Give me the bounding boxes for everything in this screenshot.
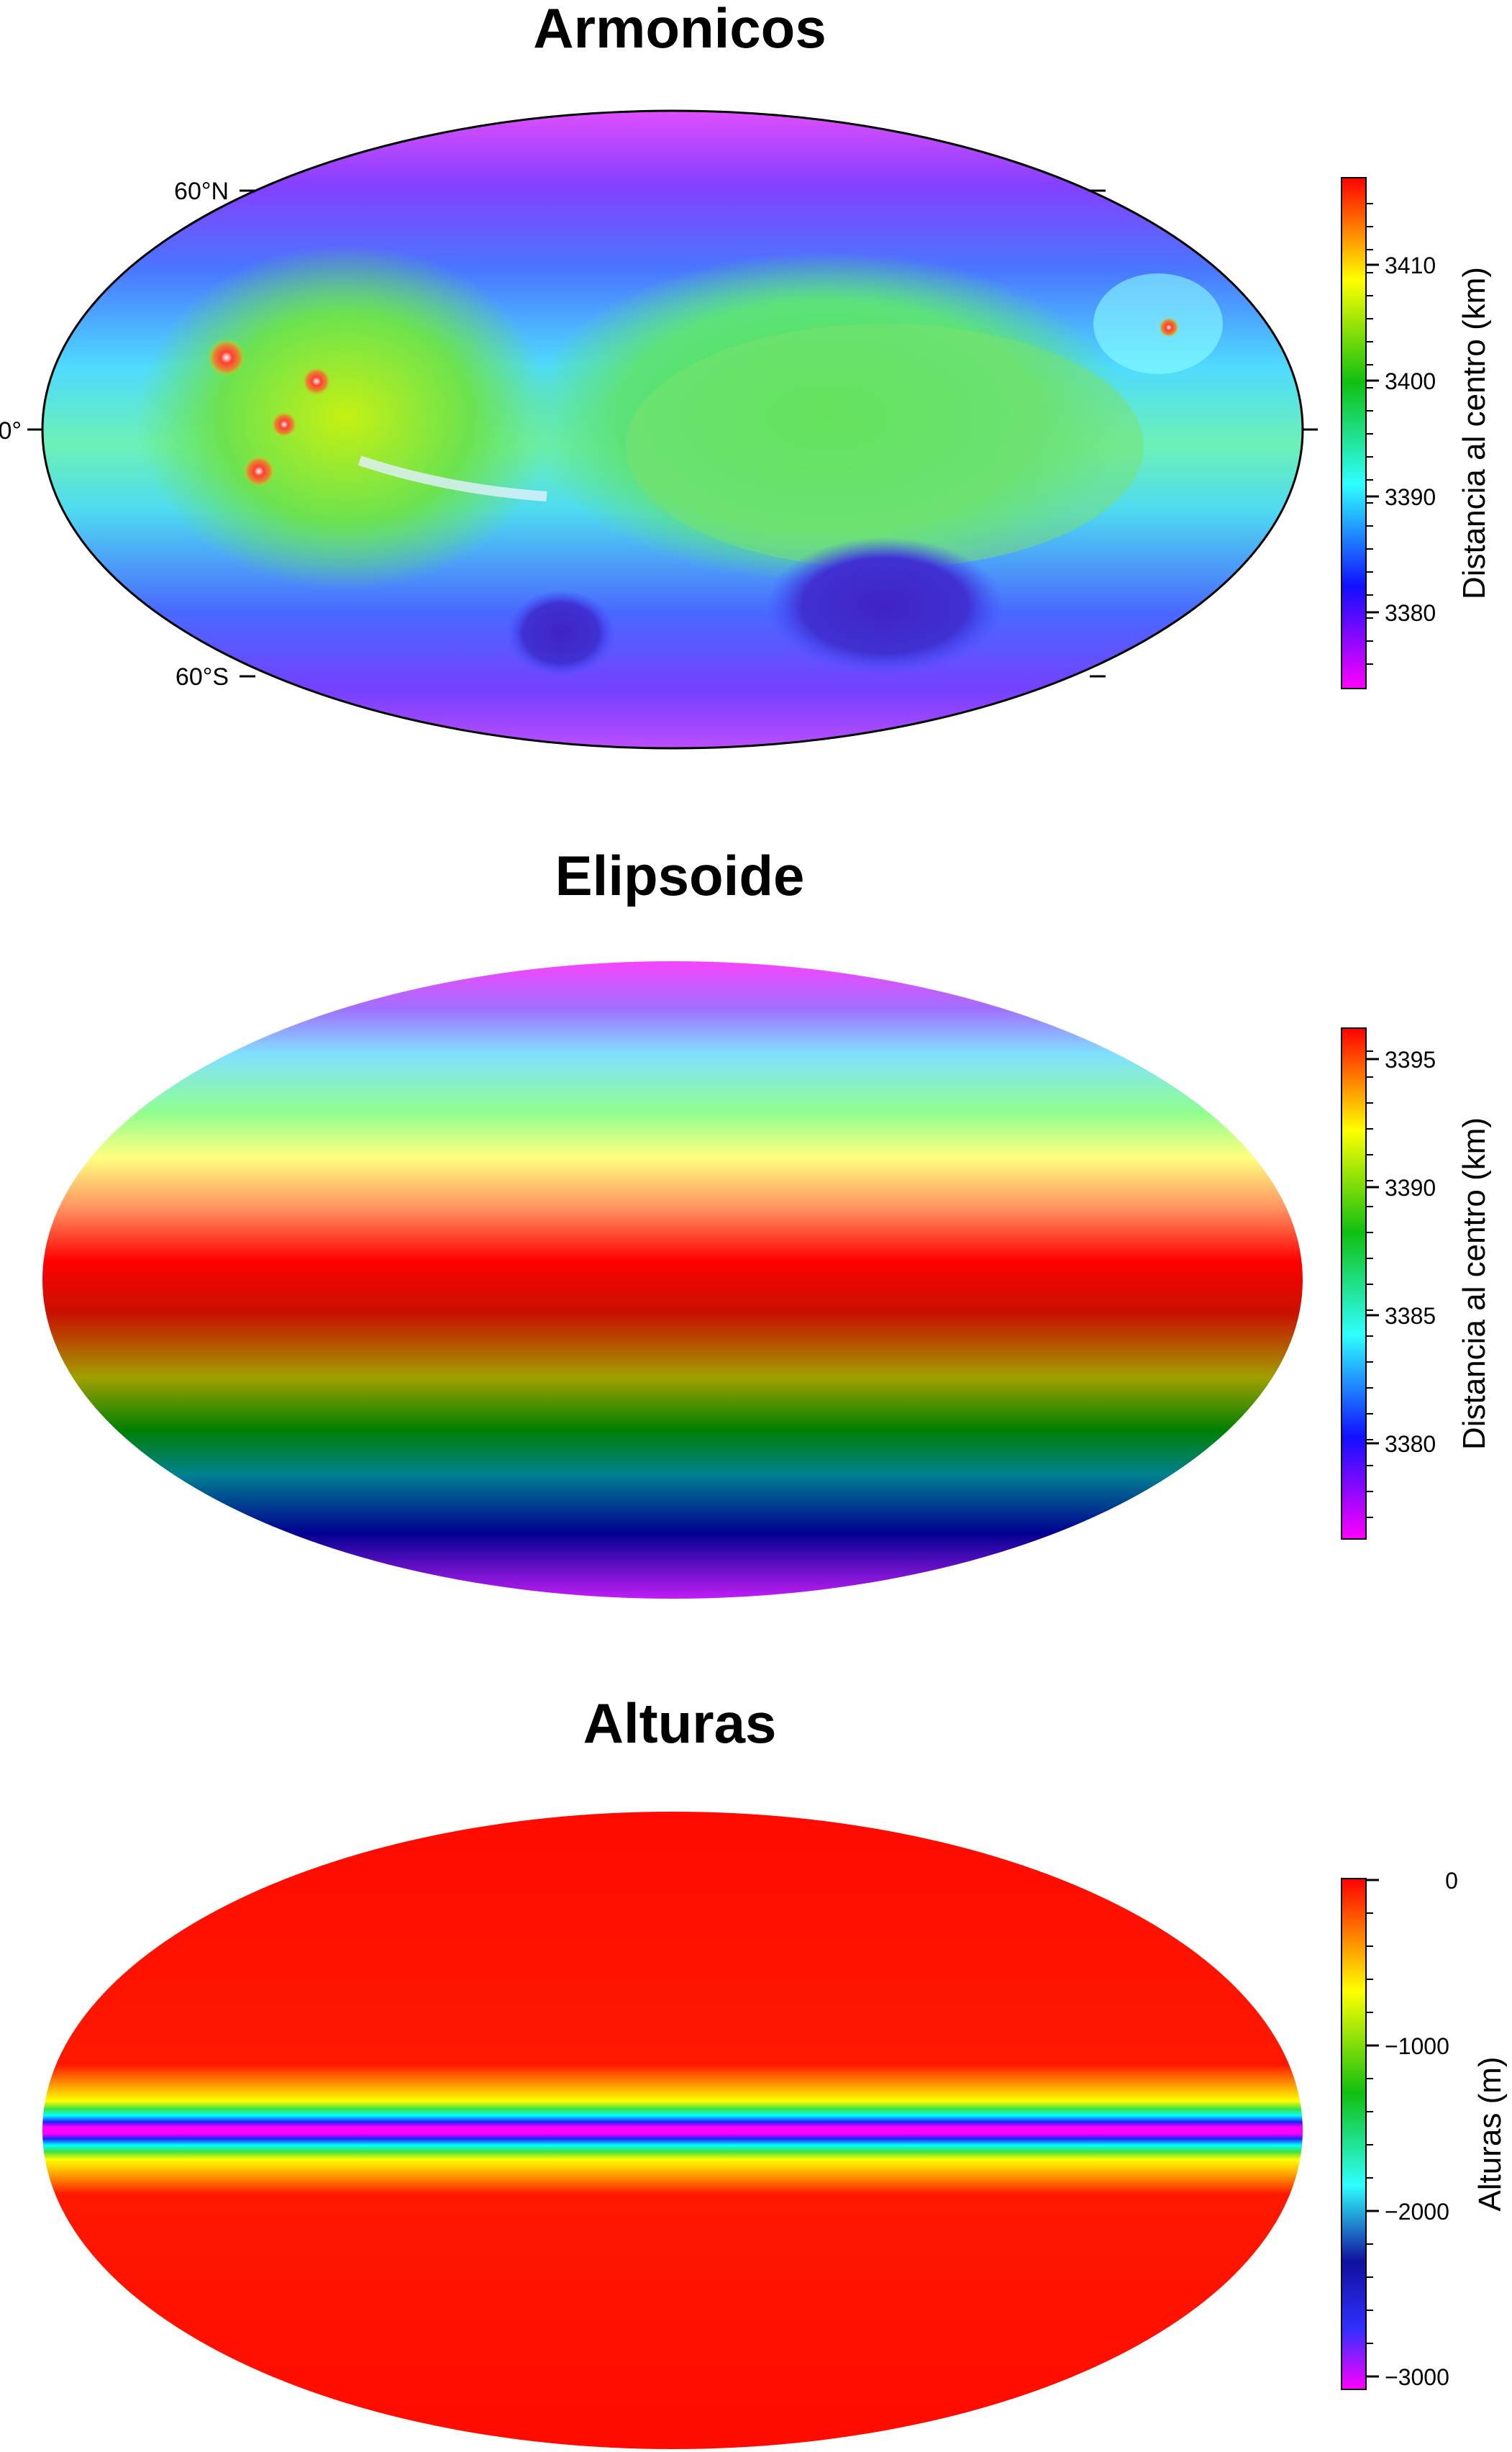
colorbar-1-minor-ticks xyxy=(1366,203,1373,665)
colorbar-elipsoide: 3395 3390 3385 3380 Distancia al centro … xyxy=(1341,1027,1492,1540)
colorbar-2-minor-ticks xyxy=(1366,1050,1373,1518)
panel-title-elipsoide: Elipsoide xyxy=(555,844,805,907)
colorbar-1-tick: 3410 xyxy=(1385,253,1436,278)
colorbar-3-minor-ticks xyxy=(1366,1912,1373,2344)
map-elipsoide xyxy=(42,961,1303,1599)
colorbar-2-label: Distancia al centro (km) xyxy=(1457,1117,1492,1450)
colorbar-3-tick: −1000 xyxy=(1385,2033,1449,2059)
colorbar-2-tick: 3380 xyxy=(1385,1431,1436,1457)
colorbar-2-tick: 3395 xyxy=(1385,1047,1436,1073)
colorbar-3-tick: −3000 xyxy=(1385,2364,1449,2390)
colorbar-1-label: Distancia al centro (km) xyxy=(1457,267,1492,599)
colorbar-2-tick: 3385 xyxy=(1385,1303,1436,1329)
colorbar-1-tick: 3390 xyxy=(1385,484,1436,510)
colorbar-alturas: 0 −1000 −2000 −3000 Alturas (m) xyxy=(1341,1868,1508,2390)
panel-title-alturas: Alturas xyxy=(583,1692,777,1755)
lat-label-60s: 60°S xyxy=(176,663,229,691)
colorbar-3-tick: −2000 xyxy=(1385,2199,1449,2225)
colorbar-1-tick: 3400 xyxy=(1385,368,1436,394)
lat-label-0: 0° xyxy=(0,417,22,445)
colorbar-1-tick: 3380 xyxy=(1385,600,1436,626)
panel-title-armonicos: Armonicos xyxy=(533,0,826,60)
colorbar-armonicos: 3410 3400 3390 3380 Distancia al centro … xyxy=(1341,177,1492,689)
colorbar-2-tick: 3390 xyxy=(1385,1175,1436,1201)
map-alturas xyxy=(42,1812,1303,2449)
colorbar-3-tick: 0 xyxy=(1445,1868,1458,1894)
colorbar-3-label: Alturas (m) xyxy=(1472,2056,1508,2211)
lat-label-60n: 60°N xyxy=(174,178,229,205)
map-armonicos: 60°N 0° 60°S xyxy=(0,109,1318,750)
